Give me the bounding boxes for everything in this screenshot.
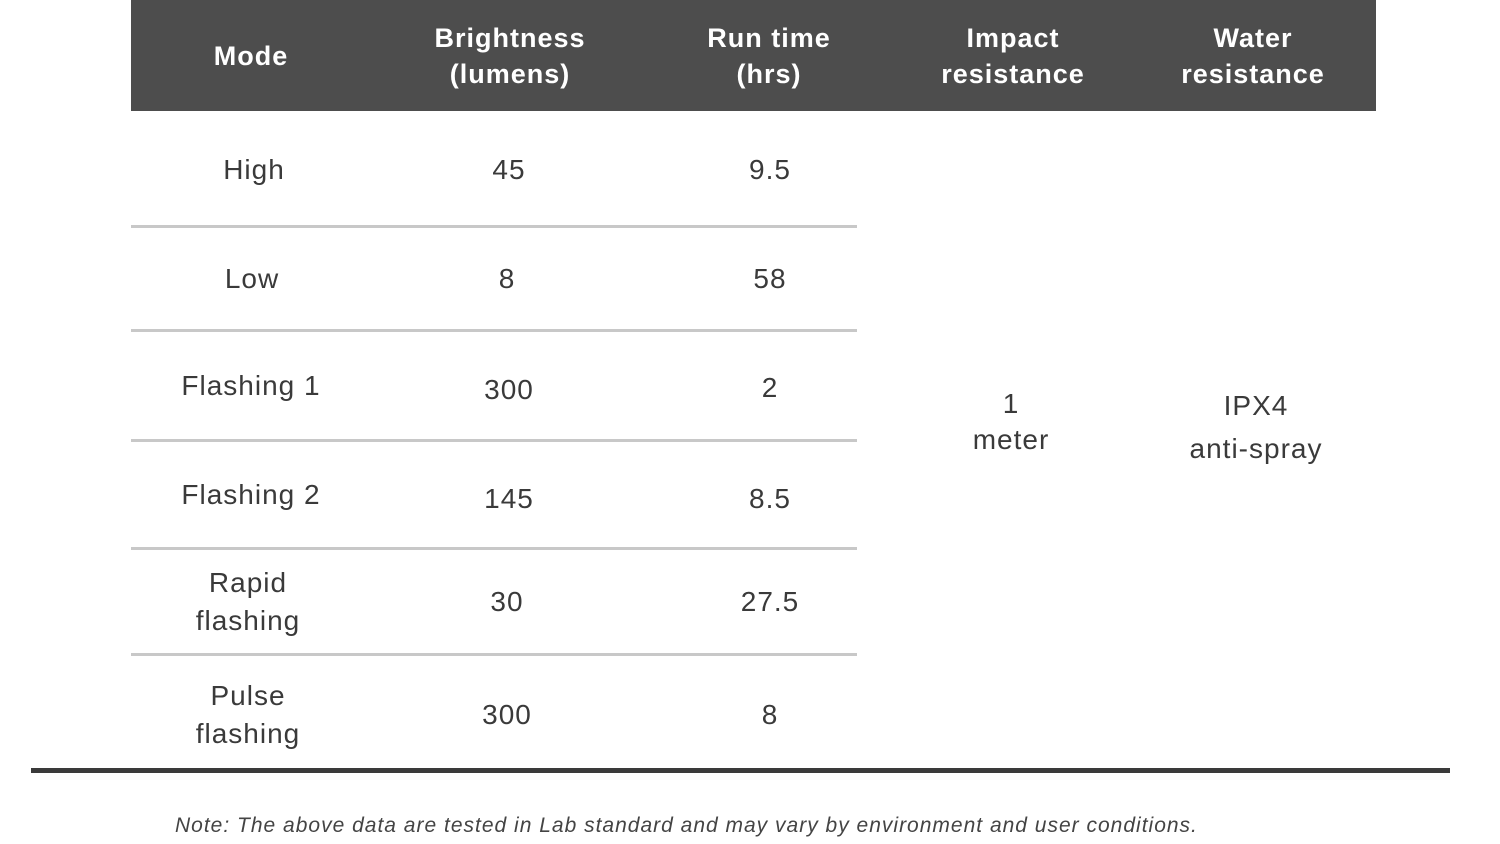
table-row-mode: Flashing 2 (131, 442, 371, 548)
brightness-value: 8 (498, 263, 516, 294)
table-row-mode: Flashing 1 (131, 332, 371, 440)
water-resistance-rating: IPX4 (1223, 390, 1289, 421)
table-row-brightness: 145 (371, 446, 647, 552)
table-row-run-time: 9.5 (649, 115, 891, 225)
table-row-run-time: 8.5 (649, 446, 891, 552)
table-row-brightness: 300 (371, 663, 643, 767)
table-row-run-time: 8 (649, 663, 891, 767)
brightness-value: 30 (490, 586, 524, 617)
header-impact-label-1: Impact (966, 22, 1060, 53)
water-resistance-value: IPX4 anti-spray (1136, 384, 1376, 470)
header-run-time-unit: (hrs) (736, 58, 802, 89)
table-row-mode: Low (131, 228, 373, 330)
run-time-value: 9.5 (749, 154, 791, 185)
mode-label-line-2: flashing (195, 605, 301, 636)
footnote: Note: The above data are tested in Lab s… (175, 814, 1198, 837)
run-time-value: 8.5 (749, 483, 791, 514)
mode-label-line-2: flashing (195, 718, 301, 749)
brightness-value: 300 (484, 374, 534, 405)
table-header (131, 0, 1376, 111)
header-water-resistance: Water resistance (1133, 0, 1373, 111)
header-brightness-unit: (lumens) (449, 58, 571, 89)
run-time-value: 27.5 (740, 586, 800, 617)
table-row-run-time: 58 (649, 228, 891, 330)
table-row-brightness: 300 (371, 336, 647, 444)
row-divider (131, 653, 857, 656)
header-impact-label-2: resistance (941, 58, 1085, 89)
header-mode-label: Mode (213, 40, 289, 71)
header-water-label-2: resistance (1181, 58, 1325, 89)
table-row-mode: High (131, 115, 377, 225)
table-row-brightness: 45 (371, 115, 647, 225)
run-time-value: 58 (753, 263, 787, 294)
table-row-mode: Rapid flashing (131, 550, 365, 654)
mode-label: Flashing 1 (181, 370, 321, 401)
row-divider (131, 225, 857, 228)
row-divider (131, 329, 857, 332)
brightness-value: 145 (484, 483, 534, 514)
header-brightness: Brightness (lumens) (371, 0, 649, 111)
mode-label: High (223, 154, 285, 185)
water-resistance-description: anti-spray (1189, 433, 1323, 464)
header-mode: Mode (131, 0, 371, 111)
header-impact-resistance: Impact resistance (893, 0, 1133, 111)
impact-resistance-line-1: 1 (1002, 388, 1020, 419)
impact-resistance-line-2: meter (972, 424, 1050, 455)
impact-resistance-value: 1 meter (893, 385, 1129, 459)
row-divider (131, 439, 857, 442)
run-time-value: 2 (761, 372, 779, 403)
mode-label: Low (224, 263, 280, 294)
table-row-brightness: 8 (371, 228, 643, 330)
table-bottom-border (31, 768, 1450, 773)
table-row-brightness: 30 (371, 550, 643, 654)
brightness-value: 300 (482, 699, 532, 730)
table-row-run-time: 27.5 (649, 550, 891, 654)
run-time-value: 8 (761, 699, 779, 730)
brightness-value: 45 (492, 154, 526, 185)
header-brightness-label: Brightness (434, 22, 586, 53)
table-row-run-time: 2 (649, 334, 891, 442)
mode-label-line-1: Pulse (210, 680, 286, 711)
mode-label-line-1: Rapid (208, 567, 288, 598)
header-run-time-label: Run time (707, 22, 831, 53)
table-row-mode: Pulse flashing (131, 663, 365, 767)
row-divider (131, 547, 857, 550)
header-run-time: Run time (hrs) (649, 0, 889, 111)
header-water-label-1: Water (1213, 22, 1293, 53)
mode-label: Flashing 2 (181, 479, 321, 510)
